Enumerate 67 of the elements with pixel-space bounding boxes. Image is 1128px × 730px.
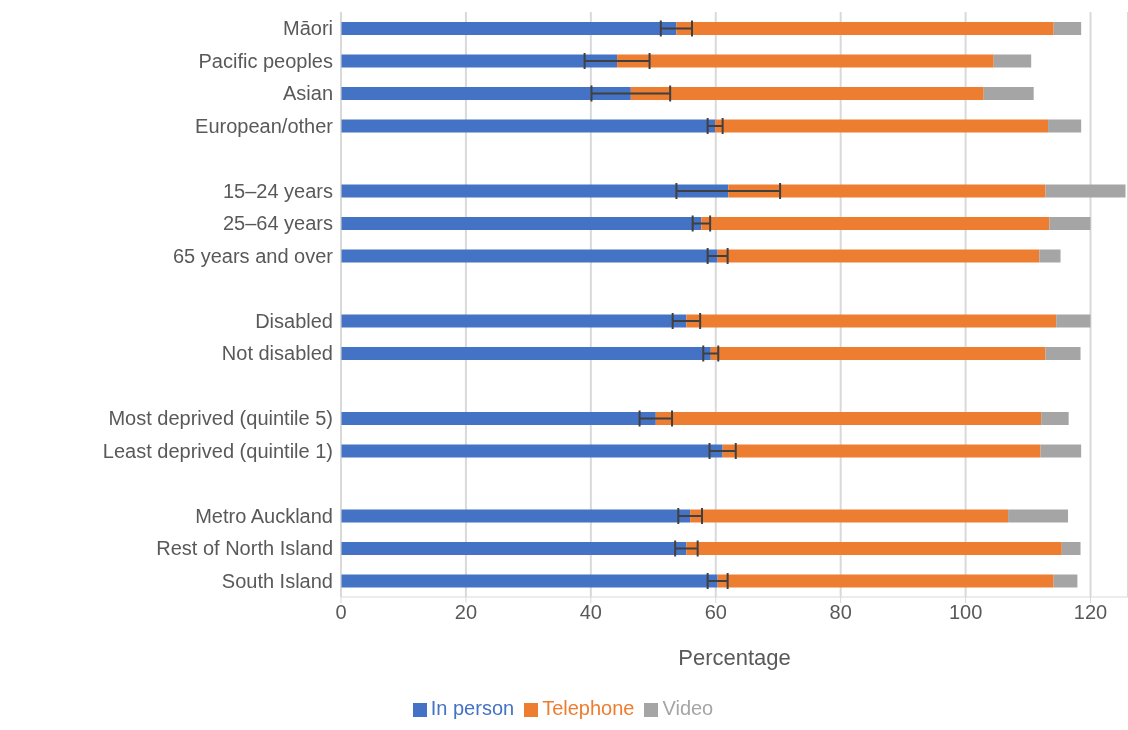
bar xyxy=(676,22,1054,35)
bar xyxy=(1008,509,1069,523)
bar xyxy=(722,444,1041,458)
bar xyxy=(341,509,691,523)
y-tick-label: South Island xyxy=(221,569,333,592)
bar xyxy=(1053,574,1078,588)
y-tick-label: Metro Auckland xyxy=(195,504,333,527)
x-tick-label: 20 xyxy=(454,601,478,624)
y-tick-label: European/other xyxy=(195,114,334,137)
y-tick-label: 65 years and over xyxy=(172,244,334,267)
bar xyxy=(1048,119,1082,133)
x-tick-label: 60 xyxy=(704,601,727,624)
bar xyxy=(341,249,718,263)
y-tick-label: Rest of North Island xyxy=(156,537,333,560)
bar xyxy=(1041,412,1069,425)
bar xyxy=(341,314,687,328)
bar xyxy=(993,54,1032,68)
y-tick-label: Disabled xyxy=(255,309,333,332)
bar xyxy=(341,217,702,230)
bar xyxy=(686,542,1062,555)
x-tick-label: 100 xyxy=(948,601,983,624)
bar xyxy=(728,184,1046,198)
x-tick-label: 0 xyxy=(335,601,347,624)
bar xyxy=(341,444,723,458)
bar xyxy=(690,509,1009,523)
bar xyxy=(983,87,1034,100)
bar xyxy=(341,87,631,100)
bar xyxy=(617,54,994,68)
bar xyxy=(341,412,656,425)
legend-label: In person xyxy=(430,697,515,719)
bar xyxy=(341,184,729,198)
bar xyxy=(717,249,1040,263)
bar xyxy=(341,347,711,360)
bar xyxy=(341,54,618,68)
bar xyxy=(341,119,716,133)
bar xyxy=(655,412,1042,425)
x-tick-label: 40 xyxy=(579,601,602,624)
bar xyxy=(1056,314,1091,328)
bar xyxy=(341,574,718,588)
bar xyxy=(341,542,687,555)
x-axis-title: Percentage xyxy=(678,645,791,670)
bar xyxy=(1039,249,1061,263)
bar xyxy=(715,119,1049,133)
y-tick-label: 15–24 years xyxy=(222,179,333,202)
y-tick-label: Pacific peoples xyxy=(198,49,333,72)
y-tick-label: Asian xyxy=(282,82,333,105)
bar xyxy=(630,87,984,100)
legend-label: Video xyxy=(662,697,714,719)
y-tick-label: Least deprived (quintile 1) xyxy=(102,439,333,462)
bar xyxy=(717,574,1054,588)
legend-label: Telephone xyxy=(542,697,635,719)
y-tick-label: Māori xyxy=(282,17,333,40)
bar xyxy=(341,22,677,35)
x-tick-label: 120 xyxy=(1073,601,1108,624)
bar xyxy=(710,347,1046,360)
y-tick-label: 25–64 years xyxy=(222,212,333,235)
bar xyxy=(1053,22,1082,35)
bar xyxy=(686,314,1057,328)
bar xyxy=(1045,184,1126,198)
bar xyxy=(1040,444,1082,458)
x-tick-label: 80 xyxy=(829,601,852,624)
bar xyxy=(1049,217,1091,230)
y-tick-label: Most deprived (quintile 5) xyxy=(108,407,333,430)
bar xyxy=(1045,347,1081,360)
y-tick-label: Not disabled xyxy=(221,342,333,365)
bar xyxy=(701,217,1050,230)
bar xyxy=(1061,542,1081,555)
